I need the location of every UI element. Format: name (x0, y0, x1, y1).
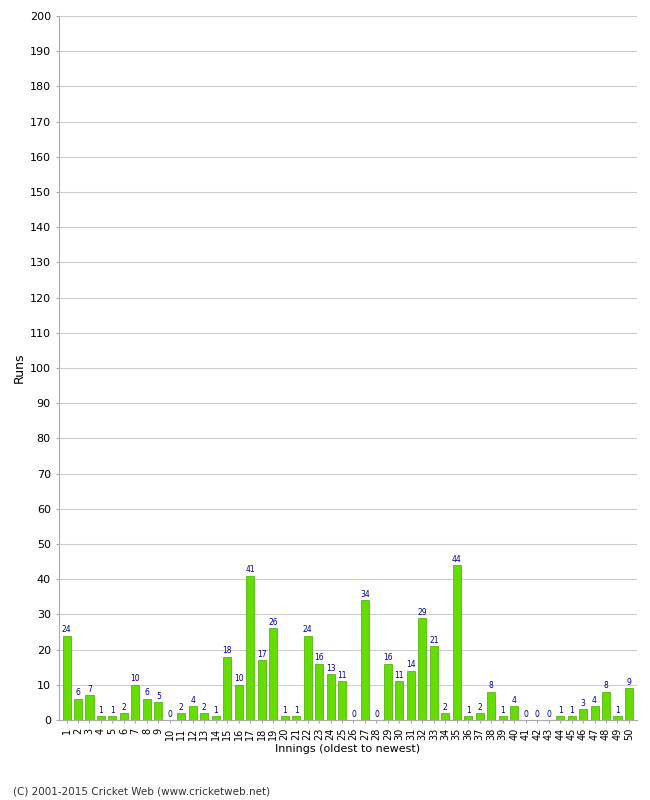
Bar (109, 717, 116, 720)
Text: 18: 18 (222, 646, 232, 655)
Text: 1: 1 (558, 706, 562, 715)
Text: 1: 1 (500, 706, 505, 715)
Bar (212, 717, 220, 720)
Bar (384, 664, 392, 720)
Text: 29: 29 (417, 607, 427, 617)
Bar (200, 713, 208, 720)
Text: 14: 14 (406, 660, 416, 670)
Bar (614, 717, 621, 720)
Text: 2: 2 (202, 702, 207, 711)
Bar (223, 657, 231, 720)
Text: 7: 7 (87, 685, 92, 694)
Bar (326, 674, 335, 720)
Bar (74, 699, 82, 720)
Text: 8: 8 (489, 682, 493, 690)
Text: 9: 9 (627, 678, 631, 687)
Bar (488, 692, 495, 720)
Bar (625, 688, 633, 720)
Text: 8: 8 (604, 682, 608, 690)
Text: 6: 6 (75, 689, 81, 698)
Text: 1: 1 (615, 706, 620, 715)
Bar (510, 706, 518, 720)
Bar (556, 717, 564, 720)
Text: 2: 2 (477, 702, 482, 711)
X-axis label: Innings (oldest to newest): Innings (oldest to newest) (275, 744, 421, 754)
Text: 0: 0 (546, 710, 551, 718)
Text: 0: 0 (168, 710, 172, 718)
Text: 10: 10 (234, 674, 244, 683)
Bar (441, 713, 449, 720)
Text: 1: 1 (294, 706, 298, 715)
Bar (407, 670, 415, 720)
Text: 26: 26 (268, 618, 278, 627)
Bar (590, 706, 599, 720)
Text: 10: 10 (131, 674, 140, 683)
Text: 0: 0 (523, 710, 528, 718)
Text: 16: 16 (314, 654, 324, 662)
Text: 1: 1 (282, 706, 287, 715)
Text: 41: 41 (245, 566, 255, 574)
Text: 5: 5 (156, 692, 161, 701)
Bar (292, 717, 300, 720)
Bar (567, 717, 576, 720)
Bar (315, 664, 323, 720)
Text: (C) 2001-2015 Cricket Web (www.cricketweb.net): (C) 2001-2015 Cricket Web (www.cricketwe… (13, 786, 270, 796)
Text: 4: 4 (190, 695, 195, 705)
Text: 17: 17 (257, 650, 266, 658)
Text: 21: 21 (429, 636, 439, 645)
Text: 4: 4 (592, 695, 597, 705)
Text: 0: 0 (374, 710, 379, 718)
Text: 34: 34 (360, 590, 370, 599)
Bar (269, 629, 277, 720)
Text: 0: 0 (535, 710, 539, 718)
Text: 16: 16 (383, 654, 393, 662)
Text: 24: 24 (303, 625, 313, 634)
Bar (85, 695, 94, 720)
Bar (361, 600, 369, 720)
Text: 1: 1 (213, 706, 218, 715)
Text: 2: 2 (443, 702, 448, 711)
Bar (177, 713, 185, 720)
Bar (235, 685, 242, 720)
Text: 0: 0 (351, 710, 356, 718)
Bar (304, 635, 311, 720)
Bar (120, 713, 128, 720)
Text: 6: 6 (144, 689, 150, 698)
Text: 2: 2 (179, 702, 184, 711)
Bar (395, 682, 404, 720)
Bar (143, 699, 151, 720)
Text: 2: 2 (122, 702, 126, 711)
Bar (476, 713, 484, 720)
Bar (62, 635, 71, 720)
Y-axis label: Runs: Runs (12, 353, 25, 383)
Bar (131, 685, 139, 720)
Bar (257, 660, 266, 720)
Bar (430, 646, 438, 720)
Text: 24: 24 (62, 625, 72, 634)
Text: 13: 13 (326, 664, 335, 673)
Bar (419, 618, 426, 720)
Bar (246, 576, 254, 720)
Bar (579, 710, 587, 720)
Text: 1: 1 (110, 706, 115, 715)
Text: 3: 3 (580, 699, 586, 708)
Text: 1: 1 (99, 706, 103, 715)
Text: 11: 11 (395, 671, 404, 680)
Bar (281, 717, 289, 720)
Text: 1: 1 (466, 706, 471, 715)
Bar (154, 702, 162, 720)
Bar (464, 717, 473, 720)
Bar (188, 706, 197, 720)
Bar (97, 717, 105, 720)
Bar (602, 692, 610, 720)
Text: 4: 4 (512, 695, 517, 705)
Bar (499, 717, 507, 720)
Text: 44: 44 (452, 554, 461, 564)
Text: 1: 1 (569, 706, 574, 715)
Bar (453, 565, 461, 720)
Text: 11: 11 (337, 671, 346, 680)
Bar (338, 682, 346, 720)
